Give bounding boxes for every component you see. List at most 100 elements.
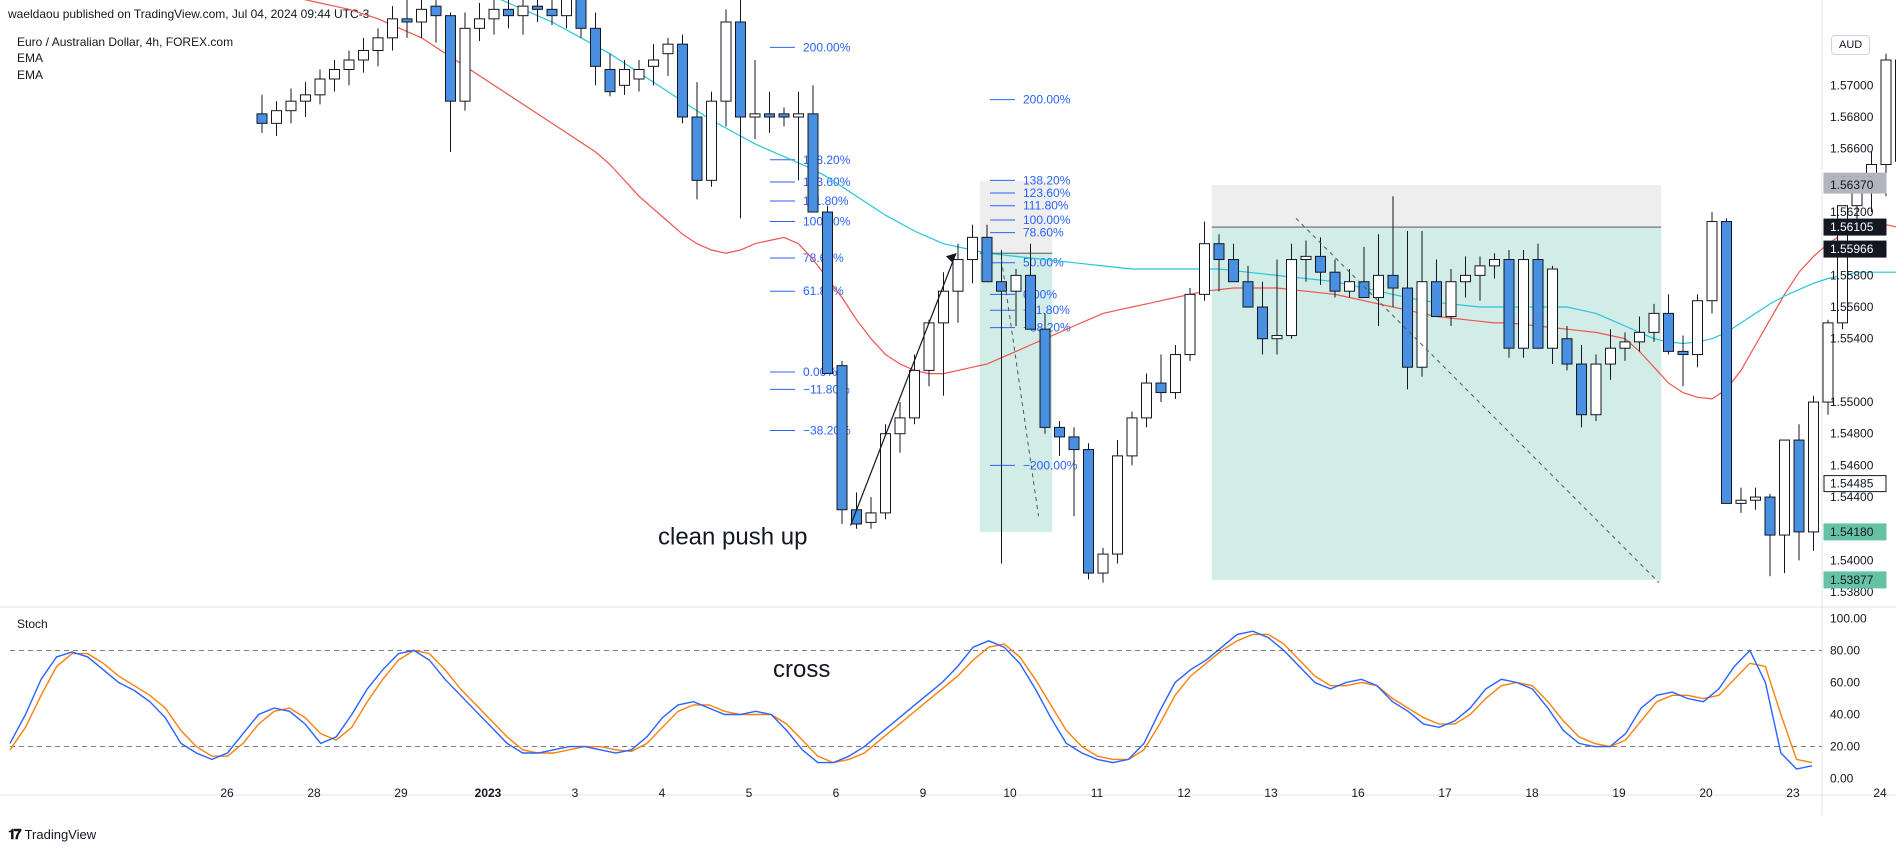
ema-legend-2[interactable]: EMA [17, 68, 44, 82]
candle-15 [474, 2, 485, 42]
ema-slow-line [500, 0, 1896, 345]
time-tick-15: 18 [1525, 786, 1539, 800]
candle-60 [1126, 411, 1138, 466]
candle-40 [836, 360, 848, 524]
candle-62 [1155, 354, 1167, 403]
fib-right-label-2: 123.60% [1023, 186, 1071, 200]
candle-65 [1199, 221, 1210, 301]
candle-30 [691, 82, 703, 200]
candle-63 [1170, 345, 1181, 399]
price-tick-5: 1.55600 [1830, 300, 1874, 314]
fib-right-label-0: 200.00% [1023, 93, 1071, 107]
candle-1 [271, 101, 282, 137]
time-tick-2: 29 [394, 786, 408, 800]
footer-brand-name: TradingView [24, 827, 97, 842]
candle-79 [1402, 231, 1413, 390]
time-tick-18: 23 [1786, 786, 1800, 800]
cross-label: cross [773, 656, 830, 683]
candle-11 [416, 0, 427, 38]
candle-0 [256, 94, 268, 133]
stoch-tick-1: 80.00 [1830, 643, 1860, 657]
stoch-legend[interactable]: Stoch [17, 617, 48, 631]
candle-37 [793, 91, 804, 181]
time-tick-11: 12 [1177, 786, 1191, 800]
candle-21 [561, 0, 572, 29]
price-tag-box-4 [1823, 475, 1887, 493]
stop-zone-1 [1211, 185, 1662, 228]
candle-16 [488, 0, 500, 35]
candle-73 [1315, 237, 1326, 285]
candle-68 [1242, 265, 1254, 308]
price-tick-4: 1.55800 [1830, 268, 1874, 282]
candle-100 [1706, 212, 1718, 314]
price-tick-12: 1.53800 [1830, 585, 1874, 599]
candle-88 [1532, 243, 1544, 349]
candle-108 [1822, 319, 1834, 415]
candle-94 [1619, 332, 1631, 361]
candle-49 [967, 224, 978, 284]
candle-31 [706, 91, 717, 187]
price-tick-1: 1.56800 [1830, 110, 1874, 124]
ema-legend-1[interactable]: EMA [17, 51, 44, 65]
candle-64 [1184, 288, 1196, 361]
candle-24 [604, 53, 616, 97]
price-tag-1: 1.56370 [1830, 178, 1874, 192]
published-line: waeldaou published on TradingView.com, J… [8, 7, 370, 21]
time-tick-4: 3 [572, 786, 579, 800]
candle-84 [1474, 256, 1486, 301]
price-tag-box-3 [1823, 240, 1887, 258]
price-tick-0: 1.57000 [1830, 78, 1874, 92]
time-tick-10: 11 [1091, 786, 1104, 800]
price-tag-box-2 [1823, 218, 1887, 236]
candle-18 [517, 0, 529, 35]
ema-lines [303, 0, 1896, 400]
candles [256, 0, 1896, 583]
candle-45 [909, 354, 920, 425]
time-tick-16: 19 [1612, 786, 1626, 800]
push-label: clean push up [658, 524, 807, 551]
candle-4 [314, 69, 326, 105]
candle-36 [778, 107, 790, 127]
price-tag-box-6 [1823, 571, 1887, 589]
candle-81 [1431, 259, 1442, 318]
trend-projection-line [1295, 218, 1660, 583]
candle-3 [300, 82, 311, 118]
candle-92 [1590, 354, 1602, 422]
candle-14 [459, 12, 471, 111]
price-tag-6: 1.53877 [1830, 573, 1874, 587]
candle-69 [1257, 281, 1268, 355]
candle-77 [1373, 234, 1384, 327]
fib-right-label-6: 50.00% [1023, 256, 1064, 270]
time-tick-1: 28 [307, 786, 321, 800]
currency-button[interactable]: AUD [1831, 35, 1871, 55]
candle-13 [445, 12, 456, 152]
price-tick-11: 1.54000 [1830, 553, 1874, 567]
time-tick-0: 26 [220, 786, 234, 800]
candle-22 [575, 0, 587, 38]
candle-50 [981, 224, 993, 283]
candle-39 [822, 205, 833, 375]
candle-95 [1634, 316, 1645, 352]
push-arrow-head [946, 253, 956, 263]
candle-75 [1344, 269, 1355, 298]
candle-105 [1779, 439, 1790, 574]
candle-112 [1880, 53, 1892, 197]
axes: 1.57000 1.56800 1.56600 1.56200 1.55800 1.556… [220, 78, 1887, 800]
price-tick-6: 1.55400 [1830, 332, 1874, 346]
candle-19 [532, 0, 543, 22]
symbol-title[interactable]: Euro / Australian Dollar, 4h, FOREX.com [17, 35, 234, 49]
candle-48 [952, 243, 964, 323]
candle-7 [358, 37, 369, 73]
candle-72 [1300, 240, 1312, 282]
candle-10 [401, 0, 413, 38]
stoch-tick-5: 0.00 [1830, 772, 1854, 786]
candle-54 [1039, 313, 1051, 434]
fib-right-label-5: 78.60% [1023, 226, 1064, 240]
price-tick-2: 1.56600 [1830, 142, 1874, 156]
ema-fast-line [303, 0, 1896, 400]
candle-61 [1141, 373, 1152, 428]
candle-53 [1025, 243, 1036, 330]
stoch-tick-0: 100.00 [1830, 611, 1867, 625]
candle-87 [1518, 250, 1529, 358]
